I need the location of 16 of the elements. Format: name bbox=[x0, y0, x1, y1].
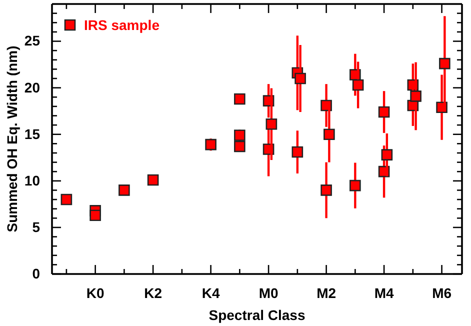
y-tick-label: 15 bbox=[24, 126, 40, 142]
x-tick-label: M2 bbox=[316, 284, 336, 301]
legend-label: IRS sample bbox=[84, 17, 160, 33]
x-tick-label: M0 bbox=[258, 284, 278, 301]
x-tick-label: K0 bbox=[86, 284, 104, 301]
y-tick-label: 10 bbox=[24, 172, 40, 188]
y-axis-title: Summed OH Eq. Width (nm) bbox=[4, 46, 20, 232]
x-axis-title: Spectral Class bbox=[208, 307, 306, 323]
x-tick-label: K4 bbox=[202, 284, 220, 301]
y-tick-label: 5 bbox=[32, 218, 40, 235]
y-tick-label: 20 bbox=[24, 79, 40, 96]
y-tick-label: 25 bbox=[24, 32, 40, 49]
x-tick-label: M6 bbox=[432, 284, 452, 301]
y-tick-label: 0 bbox=[32, 265, 40, 282]
x-tick-label: M4 bbox=[374, 284, 394, 301]
x-tick-label: K2 bbox=[144, 284, 162, 301]
